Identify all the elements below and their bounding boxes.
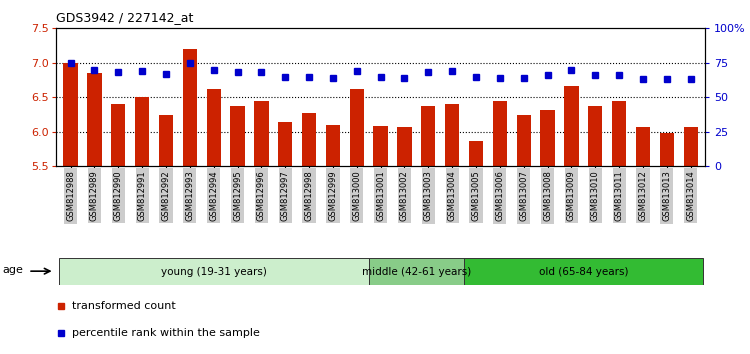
Bar	[517, 115, 531, 166]
Bar	[469, 141, 483, 166]
Bar	[422, 105, 436, 166]
Bar	[206, 89, 220, 166]
Bar	[636, 127, 650, 166]
Bar	[564, 86, 578, 166]
Text: age: age	[3, 266, 24, 275]
Bar	[87, 73, 101, 166]
Bar	[588, 105, 602, 166]
Bar	[541, 110, 555, 166]
Text: GDS3942 / 227142_at: GDS3942 / 227142_at	[56, 11, 194, 24]
Bar	[445, 104, 459, 166]
Bar	[278, 121, 292, 166]
Bar	[612, 102, 626, 166]
Bar	[326, 125, 340, 166]
Text: old (65-84 years): old (65-84 years)	[538, 267, 628, 277]
Text: middle (42-61 years): middle (42-61 years)	[362, 267, 471, 277]
Text: transformed count: transformed count	[73, 301, 176, 311]
Bar	[111, 104, 125, 166]
Bar	[302, 113, 316, 166]
Bar	[398, 127, 412, 166]
Bar	[254, 102, 268, 166]
Bar	[369, 258, 464, 285]
Bar	[183, 49, 197, 166]
Bar	[135, 97, 149, 166]
Bar	[464, 258, 703, 285]
Text: percentile rank within the sample: percentile rank within the sample	[73, 328, 260, 338]
Bar	[64, 63, 78, 166]
Text: young (19-31 years): young (19-31 years)	[160, 267, 266, 277]
Bar	[683, 127, 698, 166]
Bar	[350, 89, 364, 166]
Bar	[230, 105, 244, 166]
Bar	[58, 258, 369, 285]
Bar	[159, 115, 173, 166]
Bar	[493, 102, 507, 166]
Bar	[374, 126, 388, 166]
Bar	[660, 133, 674, 166]
